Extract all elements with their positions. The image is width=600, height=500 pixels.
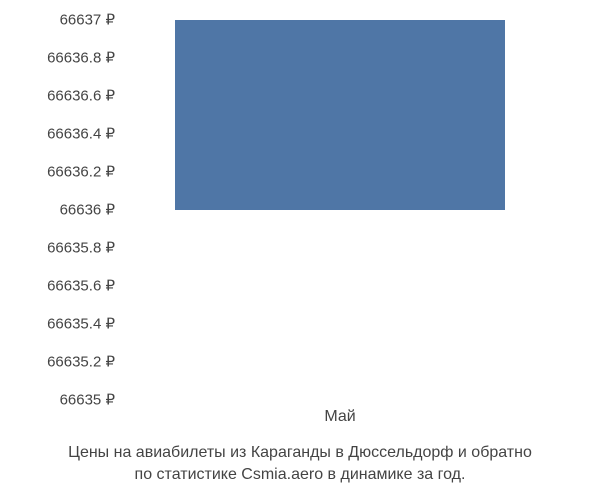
y-tick-label: 66636.6 ₽ [47,89,115,104]
bar-may [175,20,505,210]
y-tick-label: 66635.4 ₽ [47,317,115,332]
y-axis-labels: 66637 ₽ 66636.8 ₽ 66636.6 ₽ 66636.4 ₽ 66… [0,20,115,400]
plot-area [120,20,560,400]
y-tick-label: 66637 ₽ [60,13,115,28]
y-tick-label: 66635.8 ₽ [47,241,115,256]
y-tick-label: 66635.2 ₽ [47,355,115,370]
price-chart: 66637 ₽ 66636.8 ₽ 66636.6 ₽ 66636.4 ₽ 66… [0,0,600,500]
y-tick-label: 66636.8 ₽ [47,51,115,66]
chart-caption: Цены на авиабилеты из Караганды в Дюссел… [0,442,600,487]
caption-line2: по статистике Csmia.aero в динамике за г… [0,464,600,486]
x-tick-label: Май [324,408,355,426]
y-tick-label: 66636 ₽ [60,203,115,218]
y-tick-label: 66636.2 ₽ [47,165,115,180]
y-tick-label: 66636.4 ₽ [47,127,115,142]
y-tick-label: 66635.6 ₽ [47,279,115,294]
caption-line1: Цены на авиабилеты из Караганды в Дюссел… [0,442,600,464]
y-tick-label: 66635 ₽ [60,393,115,408]
